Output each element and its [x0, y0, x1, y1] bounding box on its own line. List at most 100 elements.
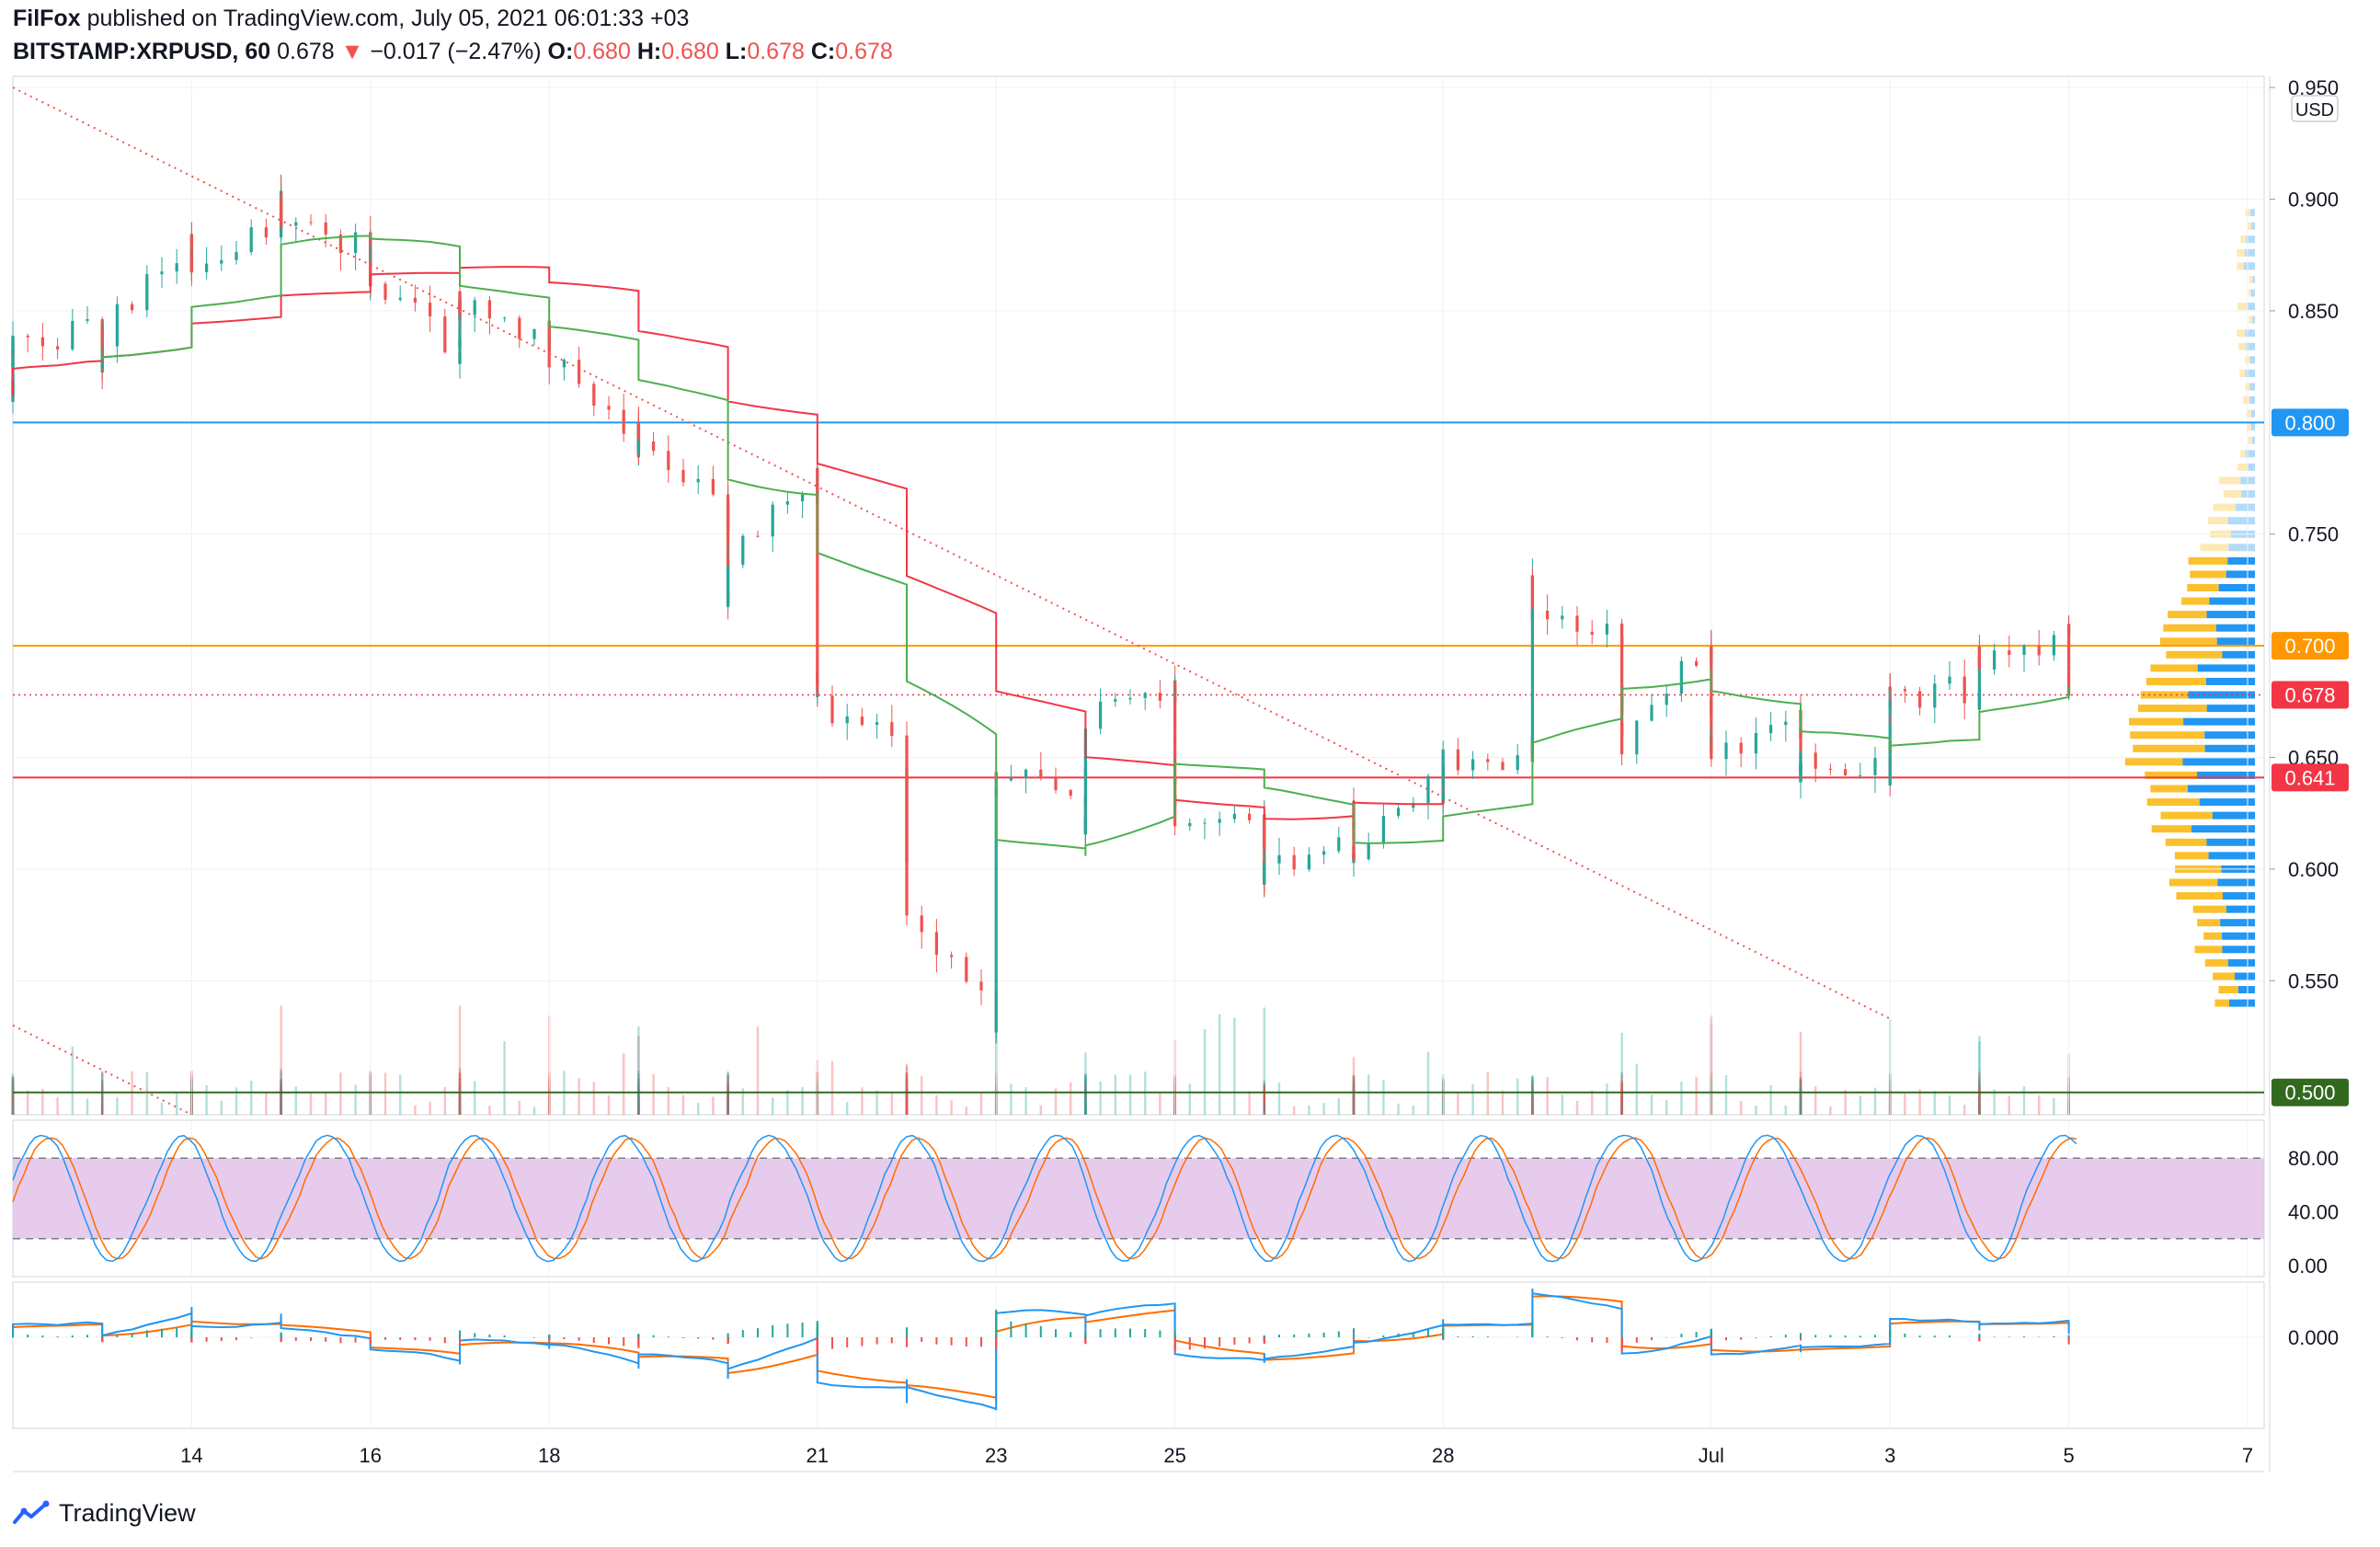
volume-profile-down — [2197, 771, 2255, 779]
macd-histogram-bar — [1784, 1335, 1787, 1337]
volume-profile-down — [2251, 222, 2255, 230]
candle-body — [816, 555, 819, 567]
volume-bar — [592, 1082, 596, 1115]
macd-histogram-bar — [1695, 1332, 1698, 1337]
volume-profile-down — [2217, 878, 2255, 887]
volume-bar — [1352, 1083, 1356, 1115]
volume-bar — [727, 1090, 729, 1115]
candle-body — [115, 304, 120, 347]
candle-body — [562, 360, 566, 368]
macd-histogram-bar — [235, 1337, 237, 1341]
volume-bar — [1292, 1106, 1296, 1115]
volume-bar — [1918, 1089, 1921, 1115]
macd-histogram-bar — [1576, 1337, 1578, 1341]
macd-histogram-bar — [831, 1337, 833, 1349]
candle-body — [2066, 664, 2071, 671]
tradingview-logo[interactable]: TradingView — [13, 1499, 196, 1528]
macd-histogram-bar — [906, 1335, 908, 1337]
macd-histogram-bar — [727, 1337, 729, 1340]
volume-bar — [727, 1099, 729, 1115]
volume-profile-down — [2228, 517, 2255, 525]
macd-histogram-bar — [325, 1337, 327, 1342]
volume-bar — [1948, 1094, 1951, 1115]
macd-histogram-bar — [1308, 1333, 1310, 1337]
level-price-tag — [2271, 632, 2349, 660]
macd-histogram-bar — [578, 1337, 580, 1341]
volume-profile-down — [2248, 463, 2255, 471]
volume-bar — [1620, 1083, 1623, 1115]
volume-bar — [1263, 1105, 1266, 1115]
volume-profile-up — [2140, 691, 2189, 699]
volume-profile-up — [2248, 275, 2253, 283]
moving-average-green — [101, 235, 2070, 856]
volume-bar — [1799, 1077, 1802, 1115]
volume-bar — [1531, 1075, 1534, 1115]
volume-bar — [1337, 1097, 1341, 1115]
volume-bar — [1620, 1095, 1623, 1115]
volume-bar — [727, 1100, 729, 1115]
volume-bar — [727, 1085, 729, 1115]
volume-bar — [100, 1105, 104, 1115]
macd-histogram-bar — [1531, 1334, 1534, 1337]
volume-profile-up — [2240, 235, 2247, 244]
volume-bar — [1218, 1014, 1221, 1115]
macd-histogram-bar — [2067, 1335, 2070, 1337]
macd-histogram-bar — [772, 1324, 774, 1337]
candle-body — [1679, 660, 1684, 694]
volume-bar — [727, 1090, 729, 1115]
candle-body — [235, 252, 238, 260]
time-tick-label: 23 — [985, 1444, 1007, 1467]
volume-profile-up — [2166, 650, 2223, 659]
macd-histogram-bar — [1442, 1334, 1445, 1337]
volume-bar — [905, 1073, 909, 1115]
candle-body — [816, 611, 819, 629]
volume-bar — [1084, 1073, 1087, 1115]
volume-bar — [100, 1106, 104, 1115]
volume-bar — [1799, 1079, 1802, 1115]
volume-bar — [905, 1079, 909, 1115]
volume-bar — [1531, 1101, 1534, 1115]
time-tick-label: 25 — [1163, 1444, 1185, 1467]
volume-bar — [1799, 1085, 1802, 1115]
volume-bar — [458, 1073, 462, 1115]
macd-histogram-bar — [1099, 1329, 1102, 1337]
volume-bar — [1352, 1086, 1356, 1115]
symbol-name[interactable]: BITSTAMP:XRPUSD, 60 — [13, 39, 271, 64]
candle-body — [994, 898, 998, 916]
volume-bar — [1084, 1104, 1087, 1115]
macd-histogram-bar — [906, 1332, 908, 1337]
volume-bar — [220, 1100, 223, 1115]
candle-body — [1724, 742, 1728, 760]
volume-bar — [1799, 1031, 1802, 1115]
candle-body — [487, 300, 492, 319]
macd-histogram-bar — [1084, 1331, 1087, 1337]
volume-profile-up — [2168, 611, 2207, 619]
volume-profile-down — [2250, 289, 2255, 297]
volume-bar — [727, 1101, 729, 1115]
volume-bar — [309, 1092, 313, 1115]
volume-bar — [458, 1103, 462, 1115]
stochastic-axis-label: 0.00 — [2288, 1255, 2328, 1278]
volume-profile-down — [2204, 744, 2255, 752]
candle-body — [1784, 721, 1788, 726]
candle-body — [428, 303, 432, 317]
candle-body — [726, 584, 730, 604]
volume-bar — [100, 1079, 104, 1115]
volume-profile-down — [2220, 919, 2255, 927]
volume-profile-down — [2222, 945, 2255, 954]
volume-bar — [1412, 1106, 1415, 1115]
volume-bar — [1978, 1092, 1981, 1115]
volume-bar — [11, 1087, 15, 1115]
volume-bar — [2022, 1086, 2026, 1115]
candle-body — [1367, 842, 1370, 860]
candle-body — [1263, 820, 1266, 858]
volume-bar — [1561, 1094, 1564, 1115]
volume-bar — [11, 1079, 15, 1115]
author-name[interactable]: FilFox — [13, 6, 81, 31]
open-value: 0.680 — [573, 39, 631, 64]
volume-bar — [100, 1072, 104, 1115]
volume-profile-down — [2183, 717, 2255, 726]
low-label: L: — [725, 39, 748, 64]
macd-histogram-bar — [1382, 1335, 1385, 1337]
